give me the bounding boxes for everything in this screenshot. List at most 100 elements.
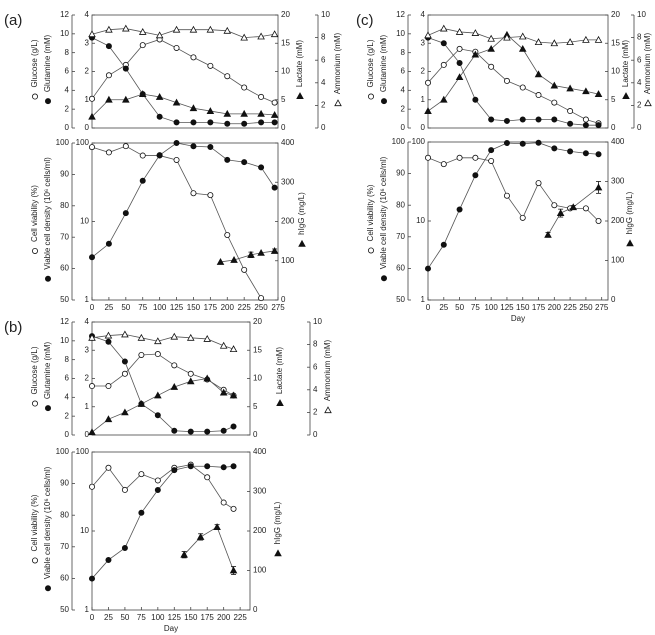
data-point (105, 240, 112, 247)
data-point (241, 84, 248, 91)
axis-symbol (622, 92, 630, 99)
x-tick-label: 0 (90, 613, 95, 622)
plot-frame (427, 141, 609, 301)
y-tick-label: 4 (313, 385, 318, 394)
data-point (503, 140, 510, 147)
y-tick-label: 0 (313, 430, 318, 439)
y-tick-label: 0 (321, 123, 326, 132)
axis-symbol (32, 400, 39, 407)
y-tick-label: 15 (611, 38, 620, 47)
data-point (121, 358, 128, 365)
x-tick-label: 100 (151, 613, 165, 622)
y-tick-label: 20 (611, 10, 620, 19)
x-tick-label: 200 (221, 303, 235, 312)
data-point (213, 523, 221, 530)
series-line (92, 353, 234, 396)
axis-symbol (32, 93, 39, 100)
x-tick-label: 150 (184, 613, 198, 622)
axis-title: Glutamine (mM) (379, 34, 388, 92)
axis-title: Lactate (mM) (295, 40, 304, 87)
axis-title: hIgG (mg/L) (297, 192, 306, 235)
data-point (534, 38, 543, 46)
axis-title: Cell viability (%) (30, 494, 39, 551)
data-point (456, 206, 463, 213)
y-tick-label: 0 (65, 430, 70, 439)
y-tick-label: 90 (60, 170, 69, 179)
x-tick-label: 50 (120, 613, 129, 622)
data-point (105, 338, 112, 345)
x-tick-label: 275 (595, 303, 609, 312)
data-point (171, 427, 178, 434)
series-line (220, 250, 275, 263)
data-point (172, 98, 181, 106)
data-point (535, 116, 542, 123)
data-point (550, 39, 559, 47)
y-tick-label: 300 (611, 177, 625, 186)
data-point (219, 388, 228, 396)
data-point (88, 333, 96, 341)
y-tick-label: 400 (611, 137, 625, 146)
data-point (519, 214, 526, 221)
data-point (204, 428, 211, 435)
y-tick-label: 4 (637, 78, 642, 87)
data-point (582, 205, 589, 212)
y-tick-label: 0 (421, 123, 426, 132)
y-tick-label: 200 (281, 217, 295, 226)
series-line (183, 526, 234, 571)
data-point (105, 556, 112, 563)
data-point (180, 550, 188, 558)
series-line (91, 465, 234, 579)
x-axis-title: Day (164, 624, 178, 633)
y-tick-label: 10 (253, 374, 262, 383)
data-point (230, 423, 237, 430)
axis-title: Ammonium (mM) (333, 33, 342, 95)
series-line (91, 28, 275, 39)
y-tick-label: 4 (65, 85, 70, 94)
data-point (257, 248, 265, 256)
data-point (595, 151, 602, 158)
data-point (189, 25, 198, 33)
data-point (424, 265, 431, 272)
data-point (170, 383, 179, 390)
axis-symbol (324, 406, 332, 414)
y-tick-label: 10 (60, 29, 69, 38)
y-tick-label: 6 (637, 55, 642, 64)
data-point (551, 145, 558, 152)
y-tick-label: 8 (637, 33, 642, 42)
data-point (424, 107, 432, 114)
data-point (190, 119, 197, 126)
panel-label: (a) (4, 12, 22, 29)
data-point (89, 483, 96, 490)
y-tick-label: 100 (611, 256, 625, 265)
data-point (440, 40, 447, 47)
data-point (105, 95, 113, 103)
y-tick-label: 10 (60, 336, 69, 345)
y-tick-label: 100 (281, 256, 295, 265)
data-point (439, 24, 448, 32)
series-line (91, 142, 275, 258)
y-tick-label: 0 (401, 123, 406, 132)
x-tick-label: 125 (168, 613, 182, 622)
data-point (207, 192, 214, 199)
series-line (91, 378, 234, 433)
x-tick-label: 25 (439, 303, 448, 312)
data-point (89, 254, 96, 261)
y-tick-label: 10 (80, 526, 89, 535)
y-tick-label: 0 (85, 430, 90, 439)
data-point (488, 116, 495, 123)
data-point (440, 241, 447, 248)
y-tick-label: 400 (253, 447, 267, 456)
data-point (582, 116, 589, 123)
y-tick-label: 6 (65, 374, 70, 383)
data-point (535, 92, 542, 99)
y-tick-label: 6 (321, 55, 326, 64)
x-tick-label: 175 (201, 613, 215, 622)
data-point (440, 61, 447, 68)
x-tick-label: 225 (563, 303, 577, 312)
series-line (547, 187, 599, 236)
y-tick-label: 15 (253, 345, 262, 354)
data-point (154, 487, 161, 494)
data-point (455, 28, 464, 35)
data-point (173, 139, 180, 146)
data-point (544, 230, 552, 238)
